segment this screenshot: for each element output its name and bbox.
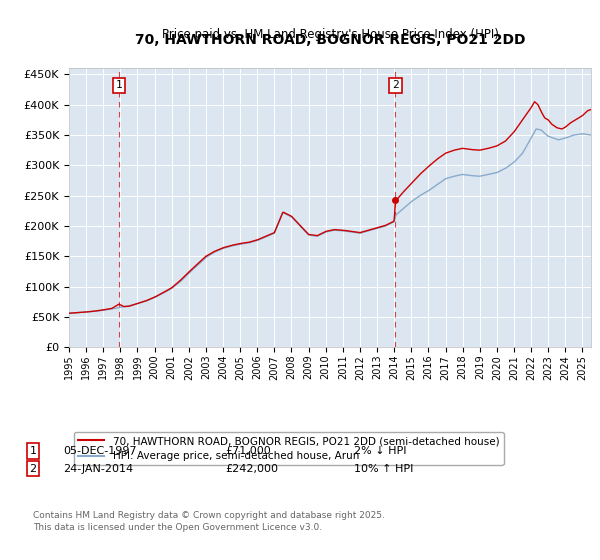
Text: 2% ↓ HPI: 2% ↓ HPI — [354, 446, 407, 456]
Text: 1: 1 — [116, 80, 122, 90]
Text: 2: 2 — [392, 80, 399, 90]
Text: £242,000: £242,000 — [225, 464, 278, 474]
Text: 70, HAWTHORN ROAD, BOGNOR REGIS, PO21 2DD: 70, HAWTHORN ROAD, BOGNOR REGIS, PO21 2D… — [135, 34, 525, 48]
Text: 10% ↑ HPI: 10% ↑ HPI — [354, 464, 413, 474]
Text: £71,000: £71,000 — [225, 446, 271, 456]
Title: Price paid vs. HM Land Registry's House Price Index (HPI): Price paid vs. HM Land Registry's House … — [161, 28, 499, 41]
Text: 24-JAN-2014: 24-JAN-2014 — [63, 464, 133, 474]
Text: 2: 2 — [29, 464, 37, 474]
Text: 1: 1 — [29, 446, 37, 456]
Text: Contains HM Land Registry data © Crown copyright and database right 2025.
This d: Contains HM Land Registry data © Crown c… — [33, 511, 385, 531]
Text: 05-DEC-1997: 05-DEC-1997 — [63, 446, 137, 456]
Legend: 70, HAWTHORN ROAD, BOGNOR REGIS, PO21 2DD (semi-detached house), HPI: Average pr: 70, HAWTHORN ROAD, BOGNOR REGIS, PO21 2D… — [74, 432, 503, 465]
